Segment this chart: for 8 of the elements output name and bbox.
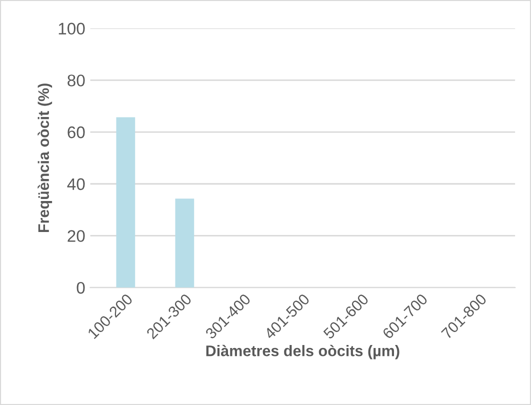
- y-tick-label: 80: [68, 74, 85, 86]
- y-axis-title: Freqüència oòcit (%): [38, 84, 52, 232]
- y-tick-label: 40: [67, 178, 85, 190]
- y-tick-label: 60: [68, 126, 85, 138]
- x-axis-title: Diàmetres dels oòcits (µm): [206, 344, 400, 360]
- y-tick-label: 20: [68, 230, 85, 242]
- y-tick-label: 0: [76, 282, 85, 294]
- y-tick-label: 100: [58, 22, 85, 35]
